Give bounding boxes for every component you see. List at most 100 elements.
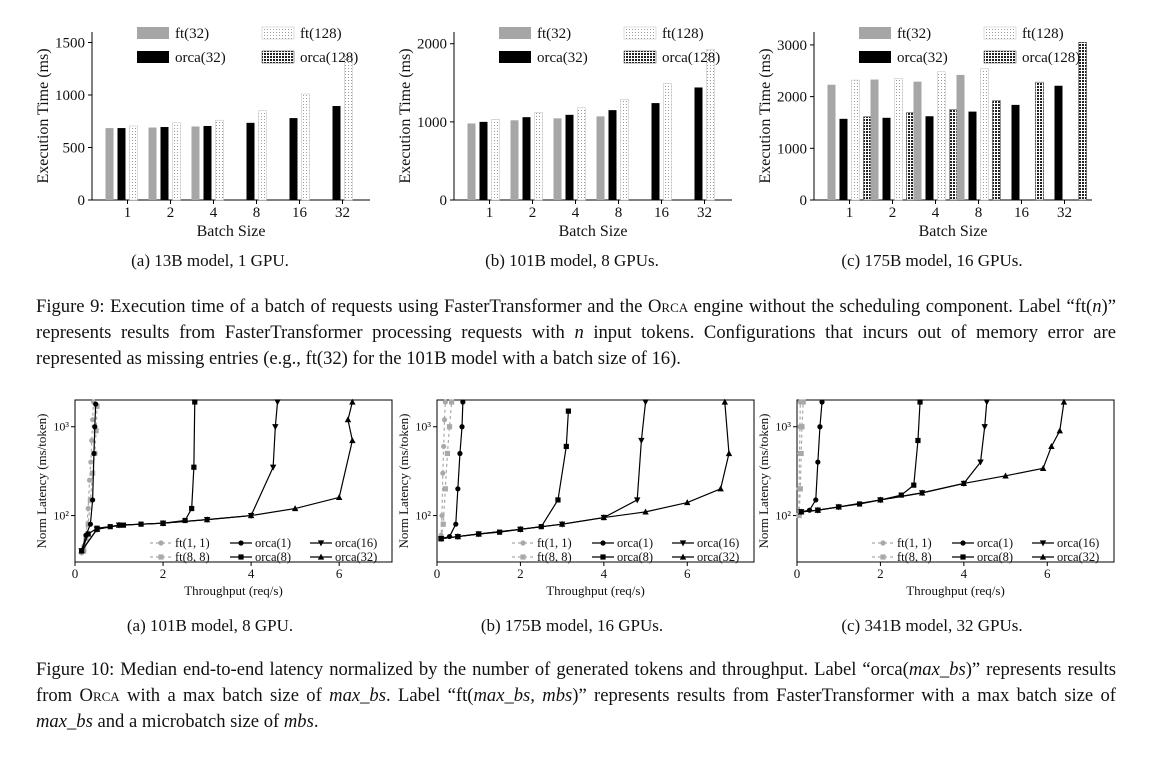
y-axis-label: Norm Latency (ms/token) — [34, 413, 49, 548]
x-tick-label: 8 — [253, 205, 261, 221]
bar-orca(32) — [203, 125, 212, 200]
bar-ft(32) — [105, 128, 114, 200]
caption-smallcaps: rca — [92, 685, 120, 706]
legend-label: orca(8) — [977, 550, 1013, 564]
data-point — [437, 535, 445, 542]
bar-ft(128) — [491, 119, 500, 201]
data-point — [983, 399, 990, 406]
x-tick-label: 6 — [684, 566, 691, 581]
y-tick-label: 1000 — [777, 141, 807, 157]
legend-label: orca(128) — [300, 50, 358, 66]
series-line-ft(1, 1) — [798, 401, 801, 516]
data-point — [721, 398, 729, 405]
data-point — [642, 508, 649, 515]
legend-label: ft(32) — [897, 26, 931, 42]
x-tick-label: 2 — [160, 566, 167, 581]
series-line-orca(1) — [801, 401, 823, 513]
legend-label: orca(1) — [255, 536, 291, 550]
data-point — [91, 450, 97, 457]
data-point — [977, 459, 984, 466]
x-tick-label: 8 — [615, 205, 623, 221]
latency-chart-175b: 0 2 4 6 10² 10³ Throughput (req/s) Norm Latency… — [396, 398, 755, 598]
bar-chart-175b: 0 1000 2000 3000 1 2 4 8 16 32 Batch Size Execution… — [757, 26, 1092, 240]
bar-orca(32) — [246, 122, 255, 200]
data-point — [442, 399, 448, 405]
bar-ft(128) — [894, 78, 903, 201]
bar-ft(32) — [148, 127, 157, 200]
bar-orca(32) — [522, 117, 531, 200]
bar-orca(32) — [1011, 104, 1020, 200]
legend-label: orca(16) — [697, 536, 739, 550]
data-point — [182, 517, 188, 524]
y-tick-label: 0 — [800, 193, 808, 209]
bar-orca(32) — [651, 103, 660, 200]
data-point — [684, 499, 691, 506]
caption-italic: max_bs, mbs — [473, 685, 573, 706]
y-tick-label: 10³ — [53, 420, 69, 434]
caption-italic: mbs — [283, 711, 314, 732]
y-axis-label: Execution Time (ms) — [35, 48, 52, 183]
x-tick-label: 4 — [248, 566, 255, 581]
data-point — [563, 443, 569, 450]
data-point — [797, 508, 805, 515]
legend-swatch — [623, 50, 657, 64]
bar-orca(32) — [839, 118, 848, 200]
bar-ft(128) — [172, 122, 181, 201]
subcaption-fig9b: (b) 101B model, 8 GPUs. — [485, 251, 659, 270]
subcaption-fig9c: (c) 175B model, 16 GPUs. — [841, 251, 1023, 270]
y-tick-label: 10³ — [415, 420, 431, 434]
data-point — [92, 424, 98, 430]
data-point — [90, 497, 96, 503]
y-tick-label: 10² — [415, 509, 431, 523]
legend-label: orca(8) — [255, 550, 291, 564]
x-tick-label: 2 — [529, 205, 537, 221]
legend-marker — [960, 540, 966, 546]
bar-orca(32) — [694, 87, 703, 200]
data-point — [459, 424, 465, 430]
bar-ft(32) — [553, 118, 562, 200]
legend-label: orca(16) — [335, 536, 377, 550]
data-point — [448, 399, 455, 405]
series-line-ft(1, 1) — [439, 401, 446, 539]
data-point — [90, 470, 96, 476]
data-point — [454, 533, 462, 540]
y-tick-label: 10² — [775, 509, 791, 523]
data-point — [1056, 427, 1063, 434]
x-tick-label: 16 — [1014, 205, 1030, 221]
data-point — [642, 399, 649, 406]
legend-marker — [238, 554, 244, 560]
series-line-orca(32) — [441, 401, 730, 540]
data-point — [291, 505, 299, 512]
x-tick-label: 4 — [572, 205, 580, 221]
bar-ft(32) — [956, 74, 965, 200]
bar-orca(128) — [1035, 81, 1044, 201]
legend-marker — [317, 540, 325, 547]
data-point — [960, 480, 968, 487]
legend-label: ft(8, 8) — [175, 550, 210, 564]
bar-ft(128) — [129, 125, 138, 201]
y-tick-label: 2000 — [417, 37, 447, 53]
data-point — [917, 399, 923, 405]
y-axis-label: Norm Latency (ms/token) — [756, 413, 771, 548]
x-tick-label: 2 — [877, 566, 884, 581]
x-tick-label: 1 — [846, 205, 854, 221]
y-tick-label: 1000 — [55, 88, 85, 104]
data-point — [813, 497, 819, 503]
legend-marker — [880, 554, 886, 560]
legend-swatch — [137, 51, 169, 63]
data-point — [455, 486, 461, 492]
x-axis-label: Batch Size — [559, 223, 628, 240]
y-tick-label: 2000 — [777, 90, 807, 106]
legend-label: ft(128) — [662, 26, 704, 42]
legend-label: ft(128) — [300, 26, 342, 42]
caption-italic: n — [574, 322, 584, 343]
latency-chart-341b: 0 2 4 6 10² 10³ Throughput (req/s) Norm Latency… — [756, 398, 1115, 598]
data-point — [192, 399, 198, 405]
caption-text: . — [313, 711, 319, 732]
y-tick-label: 3000 — [777, 38, 807, 54]
legend-marker — [600, 554, 606, 560]
data-point — [981, 424, 988, 431]
legend-marker — [158, 554, 164, 560]
legend-label: ft(1, 1) — [897, 536, 932, 550]
subcaption-fig10b: (b) 175B model, 16 GPUs. — [480, 616, 664, 635]
